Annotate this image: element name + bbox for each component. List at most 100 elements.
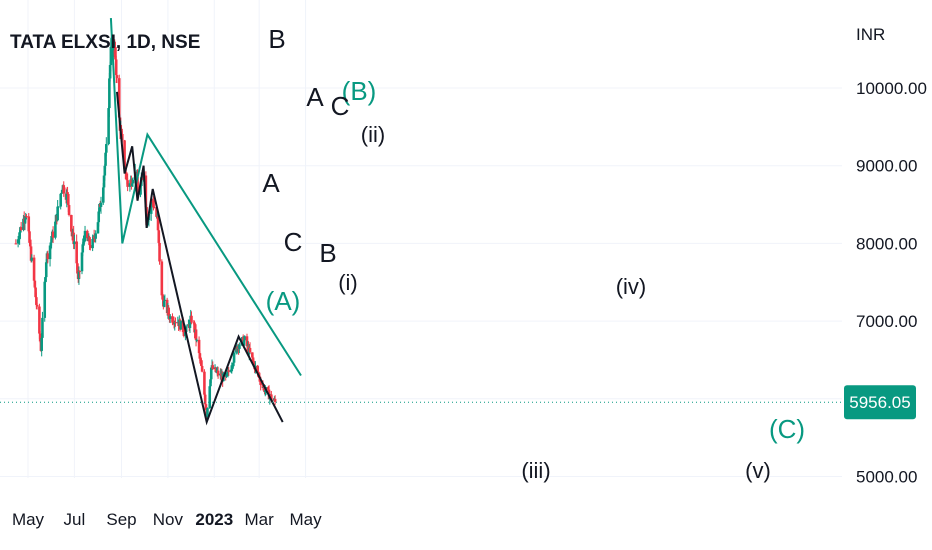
candle: [211, 361, 215, 370]
wave-label-black: A: [262, 168, 280, 198]
candle: [83, 225, 87, 243]
candle: [81, 238, 85, 257]
candles: [14, 32, 277, 421]
candle: [50, 238, 53, 249]
candle: [48, 244, 52, 267]
wave-label-black: (v): [745, 458, 771, 483]
time-tick-label: Sep: [106, 510, 136, 529]
candle: [38, 330, 42, 344]
green-wave-line: [109, 18, 302, 377]
candle: [126, 178, 129, 192]
candle: [49, 235, 53, 250]
wave-label-black: (iii): [521, 458, 550, 483]
candle: [102, 173, 106, 194]
wave-label-black: C: [284, 227, 303, 257]
time-axis: May Jul Sep Nov 2023 Mar May: [12, 510, 322, 529]
candle: [107, 106, 110, 146]
candle: [238, 342, 241, 354]
candle: [24, 212, 28, 224]
candle: [35, 302, 39, 310]
wave-label-green: (B): [342, 76, 377, 106]
candle: [38, 303, 41, 339]
candle: [46, 250, 50, 264]
wave-label-green: (C): [769, 414, 805, 444]
candle: [131, 177, 135, 188]
candle: [216, 366, 220, 379]
candle: [273, 395, 277, 405]
candle: [18, 230, 21, 245]
wave-label-black: B: [319, 238, 336, 268]
candle: [108, 72, 111, 118]
candle: [182, 330, 186, 338]
black-wave-line: [116, 91, 284, 426]
candle: [160, 259, 164, 296]
candle: [77, 266, 81, 285]
candle: [243, 335, 247, 342]
candle: [203, 369, 206, 397]
candle: [25, 214, 28, 218]
candle: [200, 357, 203, 367]
candle: [86, 229, 89, 240]
candle: [56, 199, 59, 222]
candle: [30, 254, 34, 263]
candle: [193, 320, 196, 339]
time-tick-label: Nov: [153, 510, 184, 529]
candle: [19, 221, 23, 232]
candle: [78, 270, 82, 279]
candle: [179, 320, 183, 330]
candle: [130, 175, 133, 190]
candle: [96, 221, 100, 234]
candle: [103, 163, 107, 181]
candle: [44, 259, 48, 283]
candle: [190, 311, 193, 325]
candle: [158, 242, 161, 265]
price-tick-label: 7000.00: [856, 312, 917, 331]
candle: [174, 317, 177, 327]
candle: [33, 279, 37, 290]
candle: [27, 213, 31, 234]
wave-label-black: (iv): [616, 274, 647, 299]
candle: [230, 362, 234, 374]
candle: [92, 229, 96, 243]
candle: [67, 204, 71, 217]
wave-label-green: (A): [266, 286, 301, 316]
price-tick-label: 8000.00: [856, 234, 917, 253]
wave-label-black: C: [331, 91, 350, 121]
candle: [28, 228, 31, 244]
candle: [82, 235, 85, 250]
candle: [41, 311, 44, 344]
candle: [150, 198, 154, 212]
candle: [43, 277, 47, 322]
wave-lines: [109, 18, 302, 426]
candle: [266, 386, 270, 391]
candle: [248, 342, 252, 354]
candle: [200, 360, 204, 373]
candle: [59, 193, 62, 210]
candle: [232, 349, 236, 366]
candle: [152, 200, 156, 209]
candle: [163, 294, 167, 308]
wave-label-black: A: [306, 82, 324, 112]
candle: [51, 226, 55, 243]
candle: [89, 239, 92, 251]
wave-label-black: (ii): [361, 122, 385, 147]
candle: [209, 367, 213, 383]
price-tick-label: 9000.00: [856, 157, 917, 176]
candle: [62, 181, 66, 197]
candle: [194, 324, 198, 347]
candle: [245, 333, 249, 352]
candle: [204, 403, 208, 411]
candle: [203, 392, 207, 406]
price-tick-label: 10000.00: [856, 79, 927, 98]
candle: [208, 385, 212, 409]
candle: [227, 367, 231, 376]
candle: [198, 351, 202, 364]
candle: [162, 295, 166, 308]
candle: [73, 234, 76, 250]
candle: [72, 225, 75, 250]
currency-label: INR: [856, 25, 885, 44]
candle: [22, 214, 25, 232]
